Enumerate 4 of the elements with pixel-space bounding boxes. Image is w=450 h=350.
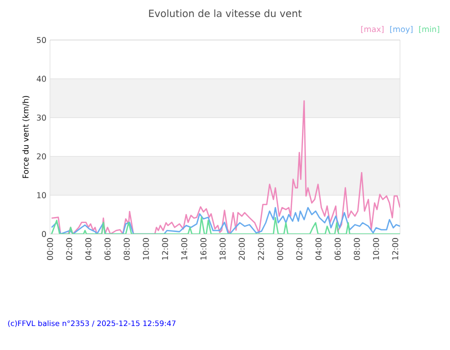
- line-series: [50, 216, 400, 234]
- line-series: [50, 206, 400, 234]
- line-series: [50, 100, 400, 234]
- chart-title: Evolution de la vitesse du vent: [149, 9, 302, 18]
